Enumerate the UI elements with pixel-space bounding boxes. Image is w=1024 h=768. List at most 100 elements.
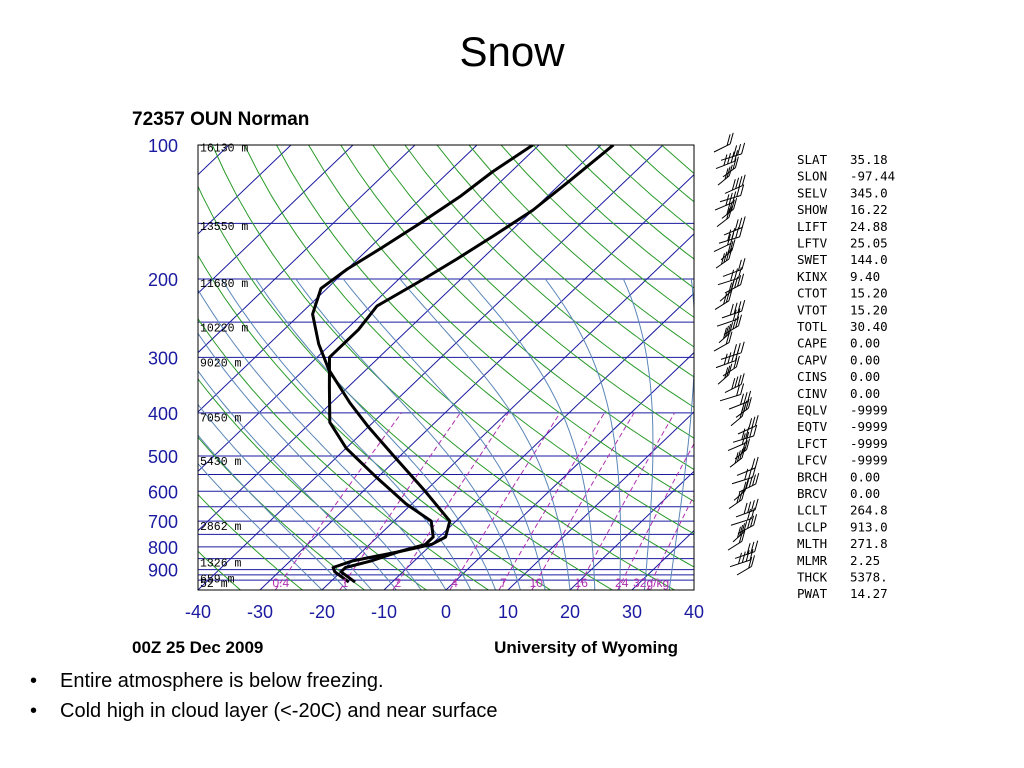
index-value: -9999: [850, 419, 888, 434]
index-value: 24.88: [850, 219, 888, 234]
wind-barb: [719, 394, 741, 402]
dry-adiabat-line: [436, 145, 694, 378]
wind-barb-flag: [732, 158, 737, 170]
wind-barb-flag: [738, 490, 743, 502]
index-name: VTOT: [797, 302, 828, 317]
index-name: SHOW: [797, 202, 828, 217]
wind-barb-flag: [739, 524, 744, 537]
wind-barb-flag: [723, 353, 728, 365]
temperature-tick-label: 20: [560, 602, 580, 622]
index-name: SLAT: [797, 152, 828, 167]
wind-barb-flag: [737, 374, 742, 387]
isotherm-line: [198, 145, 540, 472]
height-label: 11680 m: [200, 278, 248, 291]
index-value: 0.00: [850, 386, 880, 401]
index-value: 0.00: [850, 369, 880, 384]
wind-barb-flag: [730, 280, 735, 292]
wind-barb: [729, 559, 751, 568]
wind-barb-flag: [748, 467, 753, 479]
wind-barb-flag: [727, 352, 732, 364]
index-name: MLMR: [797, 553, 828, 568]
index-name: SLON: [797, 169, 827, 184]
index-name: CTOT: [797, 286, 828, 301]
wind-barb-flag: [737, 267, 742, 279]
index-name: LIFT: [797, 219, 828, 234]
index-value: -97.44: [850, 169, 895, 184]
wind-barb-flag: [741, 142, 746, 155]
index-name: CAPV: [797, 352, 828, 367]
wind-barb-flag: [746, 438, 751, 450]
mixing-ratio-line: [531, 412, 635, 590]
wind-barb: [731, 476, 753, 485]
temperature-tick-label: -30: [247, 602, 273, 622]
wind-barb-flag: [733, 357, 738, 369]
index-name: LFTV: [797, 236, 828, 251]
wind-barb: [720, 352, 742, 360]
wind-barb-flag: [728, 363, 733, 375]
index-name: SELV: [797, 185, 828, 200]
wind-barb-flag: [747, 390, 752, 403]
wind-barb-flag: [738, 314, 742, 326]
dry-adiabat-line: [340, 145, 694, 471]
wind-barb-flag: [737, 259, 742, 271]
wind-barb-flag: [723, 251, 728, 263]
bullet-item: • Entire atmosphere is below freezing.: [30, 666, 497, 696]
wind-barb-flag: [731, 377, 736, 390]
wind-barb-flag: [726, 166, 731, 178]
wind-barb-flag: [727, 323, 732, 336]
index-value: 15.20: [850, 286, 888, 301]
wind-barb-flag: [731, 179, 736, 191]
plot-frame: [197, 144, 695, 591]
wind-barb-flag: [741, 488, 746, 500]
pressure-tick-label: 100: [148, 136, 178, 156]
wind-barb-flag: [733, 145, 738, 157]
pressure-tick-label: 600: [148, 482, 178, 502]
wind-barb-flag: [725, 333, 730, 345]
bullet-marker: •: [30, 700, 38, 722]
index-value: 16.22: [850, 202, 888, 217]
index-value: 271.8: [850, 536, 888, 551]
chart-title: 72357 OUN Norman: [132, 109, 309, 130]
dry-adiabat-line: [198, 185, 613, 590]
pressure-tick-label: 400: [148, 404, 178, 424]
wind-barb-flag: [739, 406, 744, 419]
mixing-ratio-label: 16: [575, 576, 589, 590]
wind-barb-flag: [734, 156, 739, 168]
wind-barb-flag: [741, 428, 746, 440]
wind-barb-flag: [725, 325, 729, 338]
index-value: 913.0: [850, 519, 888, 534]
wind-barb-flag: [747, 508, 751, 521]
slide-title: Snow: [459, 28, 565, 75]
isotherm-line: [321, 233, 694, 590]
wind-barb-flag: [741, 446, 746, 459]
wind-barb-flag: [754, 415, 759, 427]
mixing-ratio-labels: 0.4 1 2 4 7 10 16 24 32g/kg: [272, 576, 669, 590]
wind-barb-flag: [741, 551, 746, 563]
wind-barb-flag: [743, 392, 748, 404]
wind-barb-flag: [725, 291, 730, 303]
moist-adiabat-line: [467, 278, 596, 590]
moist-adiabat-line: [198, 332, 422, 590]
mixing-ratio-label: 2: [394, 576, 401, 590]
wind-barb-flag: [753, 514, 758, 526]
mixing-ratio-line: [646, 494, 694, 590]
wind-barb: [715, 360, 736, 369]
mixing-ratio-label: 10: [530, 576, 544, 590]
wind-barb-flag: [741, 433, 746, 445]
height-label: 2862 m: [200, 521, 242, 534]
wind-barb-flag: [725, 194, 730, 206]
wind-barb-flag: [727, 229, 732, 241]
wind-barb-flag: [737, 526, 741, 538]
wind-barb-flag: [750, 541, 755, 554]
height-label: 52 m: [200, 578, 228, 591]
height-label: 7050 m: [200, 413, 242, 426]
bullet-text: Entire atmosphere is below freezing.: [60, 670, 384, 692]
wind-barb-flag: [730, 151, 735, 163]
wind-barb-flag: [737, 301, 742, 313]
sounding-traces: [311, 145, 615, 584]
index-value: 15.20: [850, 302, 888, 317]
wind-barb-flag: [726, 203, 731, 215]
dry-adiabat-line: [500, 145, 694, 318]
wind-barb-flag: [731, 239, 736, 251]
wind-barb-flag: [734, 276, 739, 289]
